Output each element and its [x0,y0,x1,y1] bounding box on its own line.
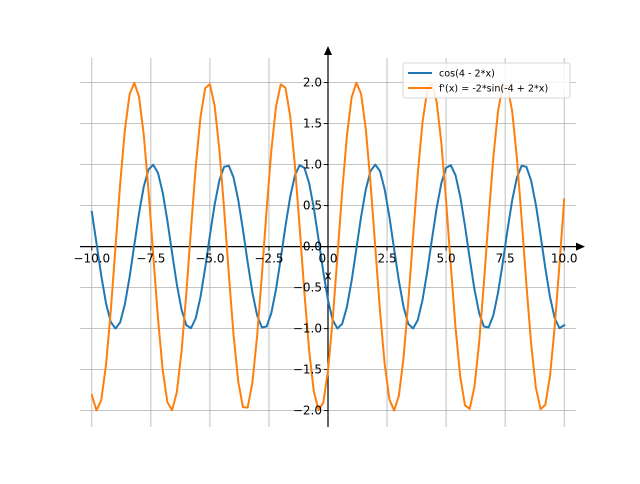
y-tick-label: −1.0 [293,322,322,336]
x-tick-label: −5.0 [195,252,224,266]
x-axis-arrow [576,242,585,251]
y-axis-arrow [324,46,332,55]
legend-entry-series-2: f'(x) = -2*sin(-4 + 2*x) [439,84,548,95]
y-tick-label: −0.5 [293,281,322,295]
series-line-2 [90,81,566,412]
x-tick-label: −2.5 [254,252,283,266]
x-tick-label: 0.0 [318,252,337,266]
x-tick-label: 10.0 [551,252,578,266]
x-tick-label: 2.5 [378,252,397,266]
y-tick-label: −2.0 [293,404,322,418]
x-tick-label: −7.5 [136,252,165,266]
series-layer [90,81,566,412]
y-tick-label: 0.5 [303,199,322,213]
axes [80,46,585,427]
y-tick-label: 1.0 [303,158,322,172]
series-line-1 [90,163,566,330]
legend-box [402,62,571,99]
y-tick-label: 2.0 [303,76,322,90]
tick-labels: −10.0 −7.5 −5.0 −2.5 0.0 2.5 5.0 7.5 10.0 −2.0 −1.… [73,76,577,418]
x-tick-label: 5.0 [437,252,456,266]
legend-entry-series-1: cos(4 - 2*x) [439,69,495,80]
legend: cos(4 - 2*x) f'(x) = -2*sin(-4 + 2*x) [402,62,571,99]
x-tick-label: 7.5 [496,252,515,266]
y-tick-label: −1.5 [293,363,322,377]
x-tick-label: −10.0 [73,252,110,266]
y-tick-label: 1.5 [303,117,322,131]
x-axis-label: x [324,269,331,283]
y-tick-label: 0.0 [303,240,322,254]
